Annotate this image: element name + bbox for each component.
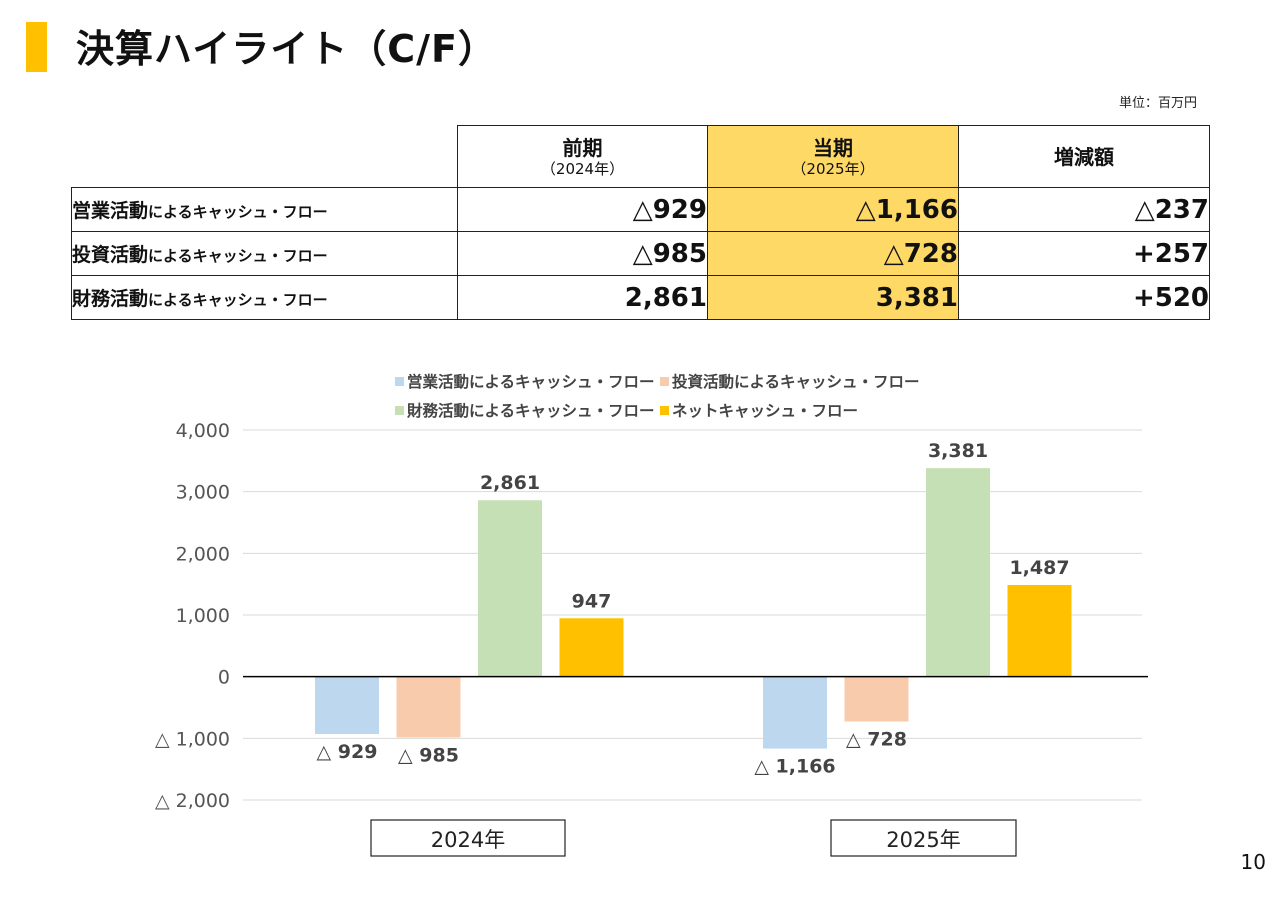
chart-legend: 営業活動によるキャッシュ・フロー 投資活動によるキャッシュ・フロー 財務活動によ… (395, 368, 995, 426)
legend-swatch (395, 377, 404, 386)
bar (1007, 584, 1072, 677)
y-tick-label: 1,000 (176, 605, 230, 627)
y-tick-label: 0 (218, 667, 230, 689)
header-current-year: （2025年） (791, 159, 875, 178)
bar (315, 676, 379, 734)
legend-item-net: ネットキャッシュ・フロー (659, 397, 858, 426)
title-accent-bar (26, 22, 47, 72)
legend-label: 営業活動によるキャッシュ・フロー (407, 373, 655, 391)
bar (478, 500, 542, 677)
bar (763, 676, 827, 749)
row-label-financing: 財務活動によるキャッシュ・フロー (71, 275, 458, 320)
row-label-suffix: によるキャッシュ・フロー (148, 291, 328, 309)
y-tick-label: 2,000 (176, 543, 230, 565)
category-label-box (830, 819, 1017, 857)
bar (926, 468, 990, 677)
row-label-main: 財務活動 (72, 288, 149, 310)
row-label-suffix: によるキャッシュ・フロー (148, 247, 328, 265)
cell-investing-diff: +257 (958, 231, 1210, 276)
x-tick-label: 2025年 (886, 828, 960, 852)
legend-label: ネットキャッシュ・フロー (671, 402, 858, 420)
table-row-financing: 財務活動によるキャッシュ・フロー 2,861 3,381 +520 (71, 275, 1210, 320)
unit-label: 単位：百万円 (1118, 96, 1197, 111)
header-change-label: 増減額 (1054, 144, 1114, 169)
table-header-row: 前期 （2024年） 当期 （2025年） 増減額 (71, 125, 1210, 188)
data-label: △ 728 (846, 729, 907, 751)
bar (396, 676, 461, 738)
data-label: 3,381 (928, 440, 988, 462)
header-current-label: 当期 (813, 135, 853, 160)
page-number: 10 (1240, 850, 1266, 874)
data-label: 1,487 (1009, 557, 1069, 579)
data-label: △ 929 (317, 741, 378, 763)
data-label: △ 985 (398, 744, 459, 766)
cell-operating-curr: △1,166 (707, 187, 959, 232)
legend-swatch (659, 406, 669, 415)
table-corner-cell (71, 125, 458, 188)
cash-flow-table: 前期 （2024年） 当期 （2025年） 増減額 営業活動によるキャッシュ・フ… (71, 125, 1210, 320)
row-label-main: 投資活動 (72, 244, 149, 266)
legend-item-investing: 投資活動によるキャッシュ・フロー (659, 368, 920, 397)
cell-financing-prev: 2,861 (457, 275, 708, 320)
page-title: 決算ハイライト（C/F） (76, 27, 497, 71)
data-label: 947 (572, 590, 612, 612)
legend-item-financing: 財務活動によるキャッシュ・フロー (395, 397, 655, 426)
cell-investing-curr: △728 (707, 231, 959, 276)
header-prev-label: 前期 (562, 135, 603, 160)
bar (844, 676, 909, 722)
header-prev-period: 前期 （2024年） (457, 125, 708, 188)
bar (559, 618, 624, 677)
legend-swatch (659, 377, 669, 386)
y-tick-label: △ 2,000 (155, 790, 230, 812)
data-label: △ 1,166 (754, 756, 835, 778)
header-prev-year: （2024年） (540, 159, 625, 178)
table-row-investing: 投資活動によるキャッシュ・フロー △985 △728 +257 (71, 231, 1210, 276)
legend-label: 投資活動によるキャッシュ・フロー (671, 373, 920, 391)
row-label-investing: 投資活動によるキャッシュ・フロー (71, 231, 458, 276)
row-label-suffix: によるキャッシュ・フロー (148, 203, 328, 221)
header-change: 増減額 (958, 125, 1210, 188)
x-tick-label: 2024年 (431, 828, 505, 852)
row-label-main: 営業活動 (72, 200, 149, 222)
legend-swatch (395, 406, 404, 415)
header-current-period: 当期 （2025年） (707, 125, 959, 188)
cell-investing-prev: △985 (457, 231, 708, 276)
y-tick-label: △ 1,000 (155, 728, 230, 750)
cell-financing-curr: 3,381 (707, 275, 959, 320)
y-tick-label: 3,000 (176, 482, 230, 504)
legend-label: 財務活動によるキャッシュ・フロー (407, 402, 655, 420)
category-label-box (370, 819, 566, 857)
cell-financing-diff: +520 (958, 275, 1210, 320)
data-label: 2,861 (480, 472, 540, 494)
cell-operating-prev: △929 (457, 187, 708, 232)
legend-item-operating: 営業活動によるキャッシュ・フロー (395, 368, 655, 397)
y-tick-label: 4,000 (176, 420, 230, 442)
